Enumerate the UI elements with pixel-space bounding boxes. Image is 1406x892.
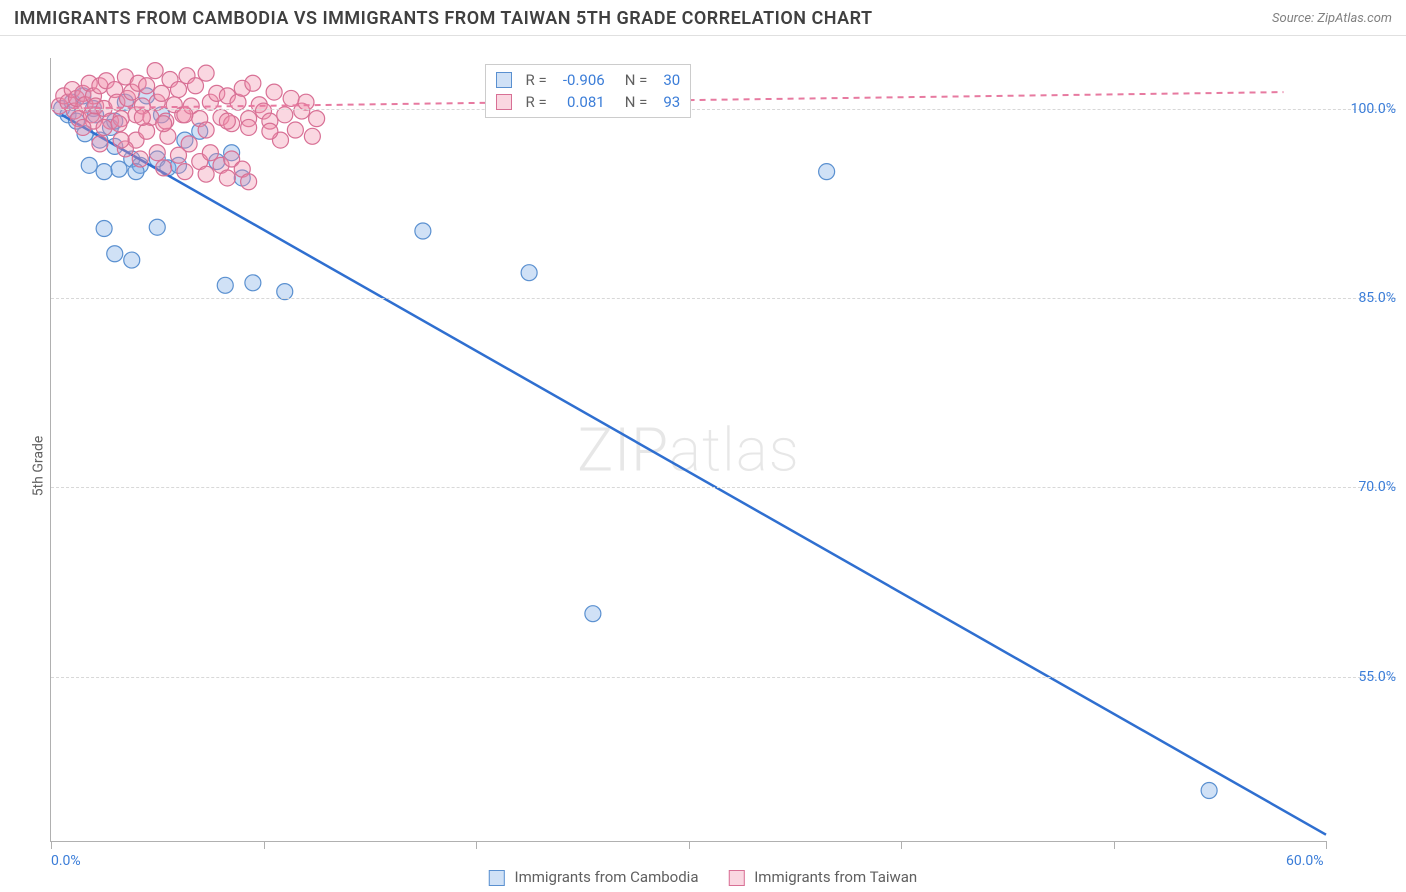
data-point: [245, 275, 261, 291]
chart-source: Source: ZipAtlas.com: [1272, 11, 1392, 26]
data-point: [241, 119, 257, 135]
data-point: [287, 122, 303, 138]
legend-item-cambodia: Immigrants from Cambodia: [489, 868, 699, 886]
x-tick: [901, 841, 902, 849]
y-tick-label: 85.0%: [1336, 290, 1396, 306]
data-point: [241, 174, 257, 190]
data-point: [219, 113, 235, 129]
data-point: [154, 85, 170, 101]
data-point: [415, 223, 431, 239]
x-tick: [476, 841, 477, 849]
x-tick-label: 60.0%: [1286, 853, 1324, 869]
data-point: [81, 157, 97, 173]
data-point: [585, 606, 601, 622]
stats-swatch: [496, 94, 512, 110]
x-tick: [264, 841, 265, 849]
data-point: [111, 116, 127, 132]
data-point: [92, 136, 108, 152]
stats-r-value: 0.081: [555, 93, 605, 111]
data-point: [111, 161, 127, 177]
legend-label-taiwan: Immigrants from Taiwan: [754, 868, 917, 886]
x-tick: [1326, 841, 1327, 849]
plot-area: ZIPatlas 55.0%70.0%85.0%100.0%0.0%60.0%R…: [50, 58, 1326, 842]
trend-line: [62, 115, 1326, 835]
data-point: [147, 63, 163, 79]
data-point: [149, 219, 165, 235]
data-point: [181, 136, 197, 152]
data-point: [245, 75, 261, 91]
plot-svg: [51, 58, 1326, 841]
legend-item-taiwan: Immigrants from Taiwan: [728, 868, 917, 886]
data-point: [124, 252, 140, 268]
legend-label-cambodia: Immigrants from Cambodia: [515, 868, 699, 886]
x-tick: [1114, 841, 1115, 849]
stats-n-value: 30: [663, 71, 680, 89]
data-point: [132, 151, 148, 167]
data-point: [198, 65, 214, 81]
data-point: [156, 116, 172, 132]
data-point: [149, 145, 165, 161]
gridline-h: [51, 487, 1396, 488]
y-axis-label: 5th Grade: [30, 436, 46, 497]
y-tick-label: 100.0%: [1336, 101, 1396, 117]
data-point: [96, 119, 112, 135]
stats-n-label: N =: [625, 71, 648, 89]
stats-box: R = -0.906 N = 30 R = 0.081 N = 93: [485, 64, 692, 118]
stats-n-value: 93: [663, 93, 680, 111]
data-point: [113, 132, 129, 148]
data-point: [139, 78, 155, 94]
data-point: [188, 78, 204, 94]
y-tick-label: 70.0%: [1336, 479, 1396, 495]
data-point: [304, 128, 320, 144]
data-point: [283, 90, 299, 106]
stats-row: R = 0.081 N = 93: [496, 91, 681, 113]
data-point: [521, 265, 537, 281]
data-point: [134, 109, 150, 125]
data-point: [262, 123, 278, 139]
chart-title: IMMIGRANTS FROM CAMBODIA VS IMMIGRANTS F…: [14, 8, 873, 29]
stats-swatch: [496, 72, 512, 88]
stats-n-label: N =: [625, 93, 648, 111]
legend-swatch-taiwan: [728, 870, 744, 886]
gridline-h: [51, 109, 1396, 110]
data-point: [177, 164, 193, 180]
stats-r-value: -0.906: [555, 71, 605, 89]
data-point: [198, 122, 214, 138]
y-tick-label: 55.0%: [1336, 669, 1396, 685]
bottom-legend: Immigrants from Cambodia Immigrants from…: [489, 868, 917, 886]
data-point: [96, 164, 112, 180]
data-point: [309, 111, 325, 127]
data-point: [96, 220, 112, 236]
x-tick: [51, 841, 52, 849]
stats-row: R = -0.906 N = 30: [496, 69, 681, 91]
data-point: [156, 160, 172, 176]
x-tick: [689, 841, 690, 849]
data-point: [819, 164, 835, 180]
x-tick-label: 0.0%: [51, 853, 81, 869]
chart-container: 5th Grade ZIPatlas 55.0%70.0%85.0%100.0%…: [0, 40, 1406, 892]
gridline-h: [51, 298, 1396, 299]
data-point: [107, 246, 123, 262]
data-point: [217, 277, 233, 293]
stats-r-label: R =: [526, 71, 547, 89]
data-point: [171, 82, 187, 98]
stats-r-label: R =: [526, 93, 547, 111]
data-point: [219, 170, 235, 186]
gridline-h: [51, 677, 1396, 678]
data-point: [266, 84, 282, 100]
data-point: [75, 119, 91, 135]
data-point: [1201, 782, 1217, 798]
data-point: [202, 145, 218, 161]
legend-swatch-cambodia: [489, 870, 505, 886]
data-point: [198, 166, 214, 182]
chart-header: IMMIGRANTS FROM CAMBODIA VS IMMIGRANTS F…: [0, 0, 1406, 36]
